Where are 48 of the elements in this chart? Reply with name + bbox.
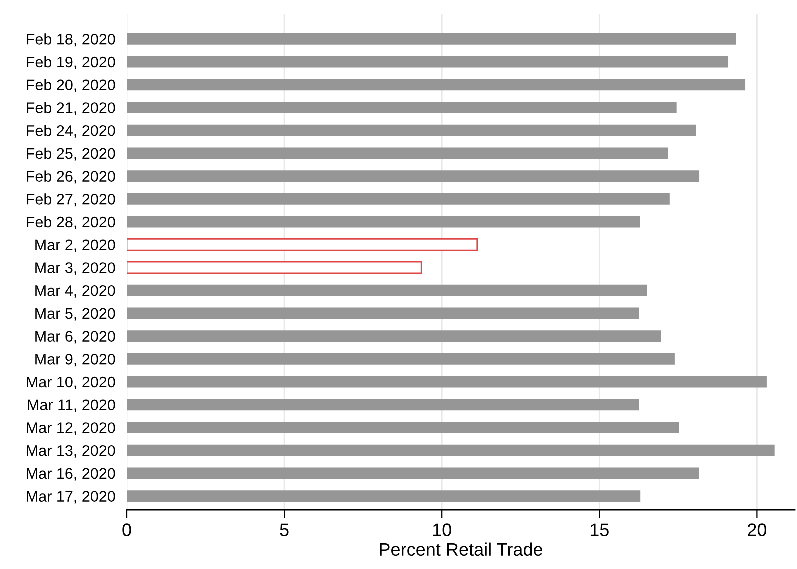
bar (127, 216, 640, 228)
y-tick-label: Mar 13, 2020 (27, 445, 116, 458)
bar (127, 33, 736, 45)
y-tick-label: Mar 3, 2020 (36, 262, 116, 276)
bar (127, 261, 422, 274)
y-tick-label: Feb 25, 2020 (27, 148, 116, 161)
bar (127, 308, 640, 320)
bar (127, 124, 696, 136)
bar (127, 238, 478, 252)
bar (127, 193, 670, 205)
y-tick-label: Mar 5, 2020 (36, 308, 116, 321)
bar (127, 399, 640, 411)
y-tick-label: Feb 20, 2020 (27, 79, 116, 92)
bar (127, 376, 767, 388)
y-tick-label: Mar 4, 2020 (36, 285, 116, 298)
bar (127, 284, 648, 296)
y-tick-label: Feb 21, 2020 (27, 102, 116, 116)
y-tick-label: Feb 26, 2020 (27, 170, 116, 184)
y-tick-label: Feb 28, 2020 (27, 216, 116, 230)
y-tick-label: Mar 2, 2020 (36, 240, 116, 252)
bar (127, 330, 662, 342)
y-tick-label: Mar 10, 2020 (27, 376, 116, 390)
y-tick-label: Mar 11, 2020 (28, 400, 116, 412)
bar (127, 102, 677, 114)
x-tick-label: 10 (433, 524, 452, 536)
bar (127, 353, 675, 365)
x-axis-title: Percent Retail Trade (380, 542, 542, 556)
bar (127, 148, 668, 160)
y-tick-label: Feb 27, 2020 (27, 194, 116, 207)
bar (127, 79, 746, 91)
x-tick-label: 5 (280, 524, 289, 536)
y-tick-label: Mar 9, 2020 (36, 354, 116, 367)
bar (127, 422, 680, 434)
y-tick-label: Mar 17, 2020 (27, 491, 116, 504)
y-tick-label: Feb 24, 2020 (27, 125, 116, 138)
y-tick-label: Mar 16, 2020 (27, 468, 116, 481)
y-tick-label: Feb 18, 2020 (27, 34, 116, 47)
bar (127, 170, 700, 182)
y-tick-label: Mar 6, 2020 (36, 331, 116, 344)
bar (127, 444, 775, 456)
bar (127, 490, 641, 502)
x-tick-label: 20 (748, 524, 767, 536)
y-tick-label: Mar 12, 2020 (27, 422, 116, 436)
bar (127, 468, 700, 480)
x-tick-label: 15 (590, 524, 609, 536)
y-tick-label: Feb 19, 2020 (27, 56, 116, 70)
bar (127, 56, 729, 68)
x-tick-label: 0 (122, 524, 132, 536)
